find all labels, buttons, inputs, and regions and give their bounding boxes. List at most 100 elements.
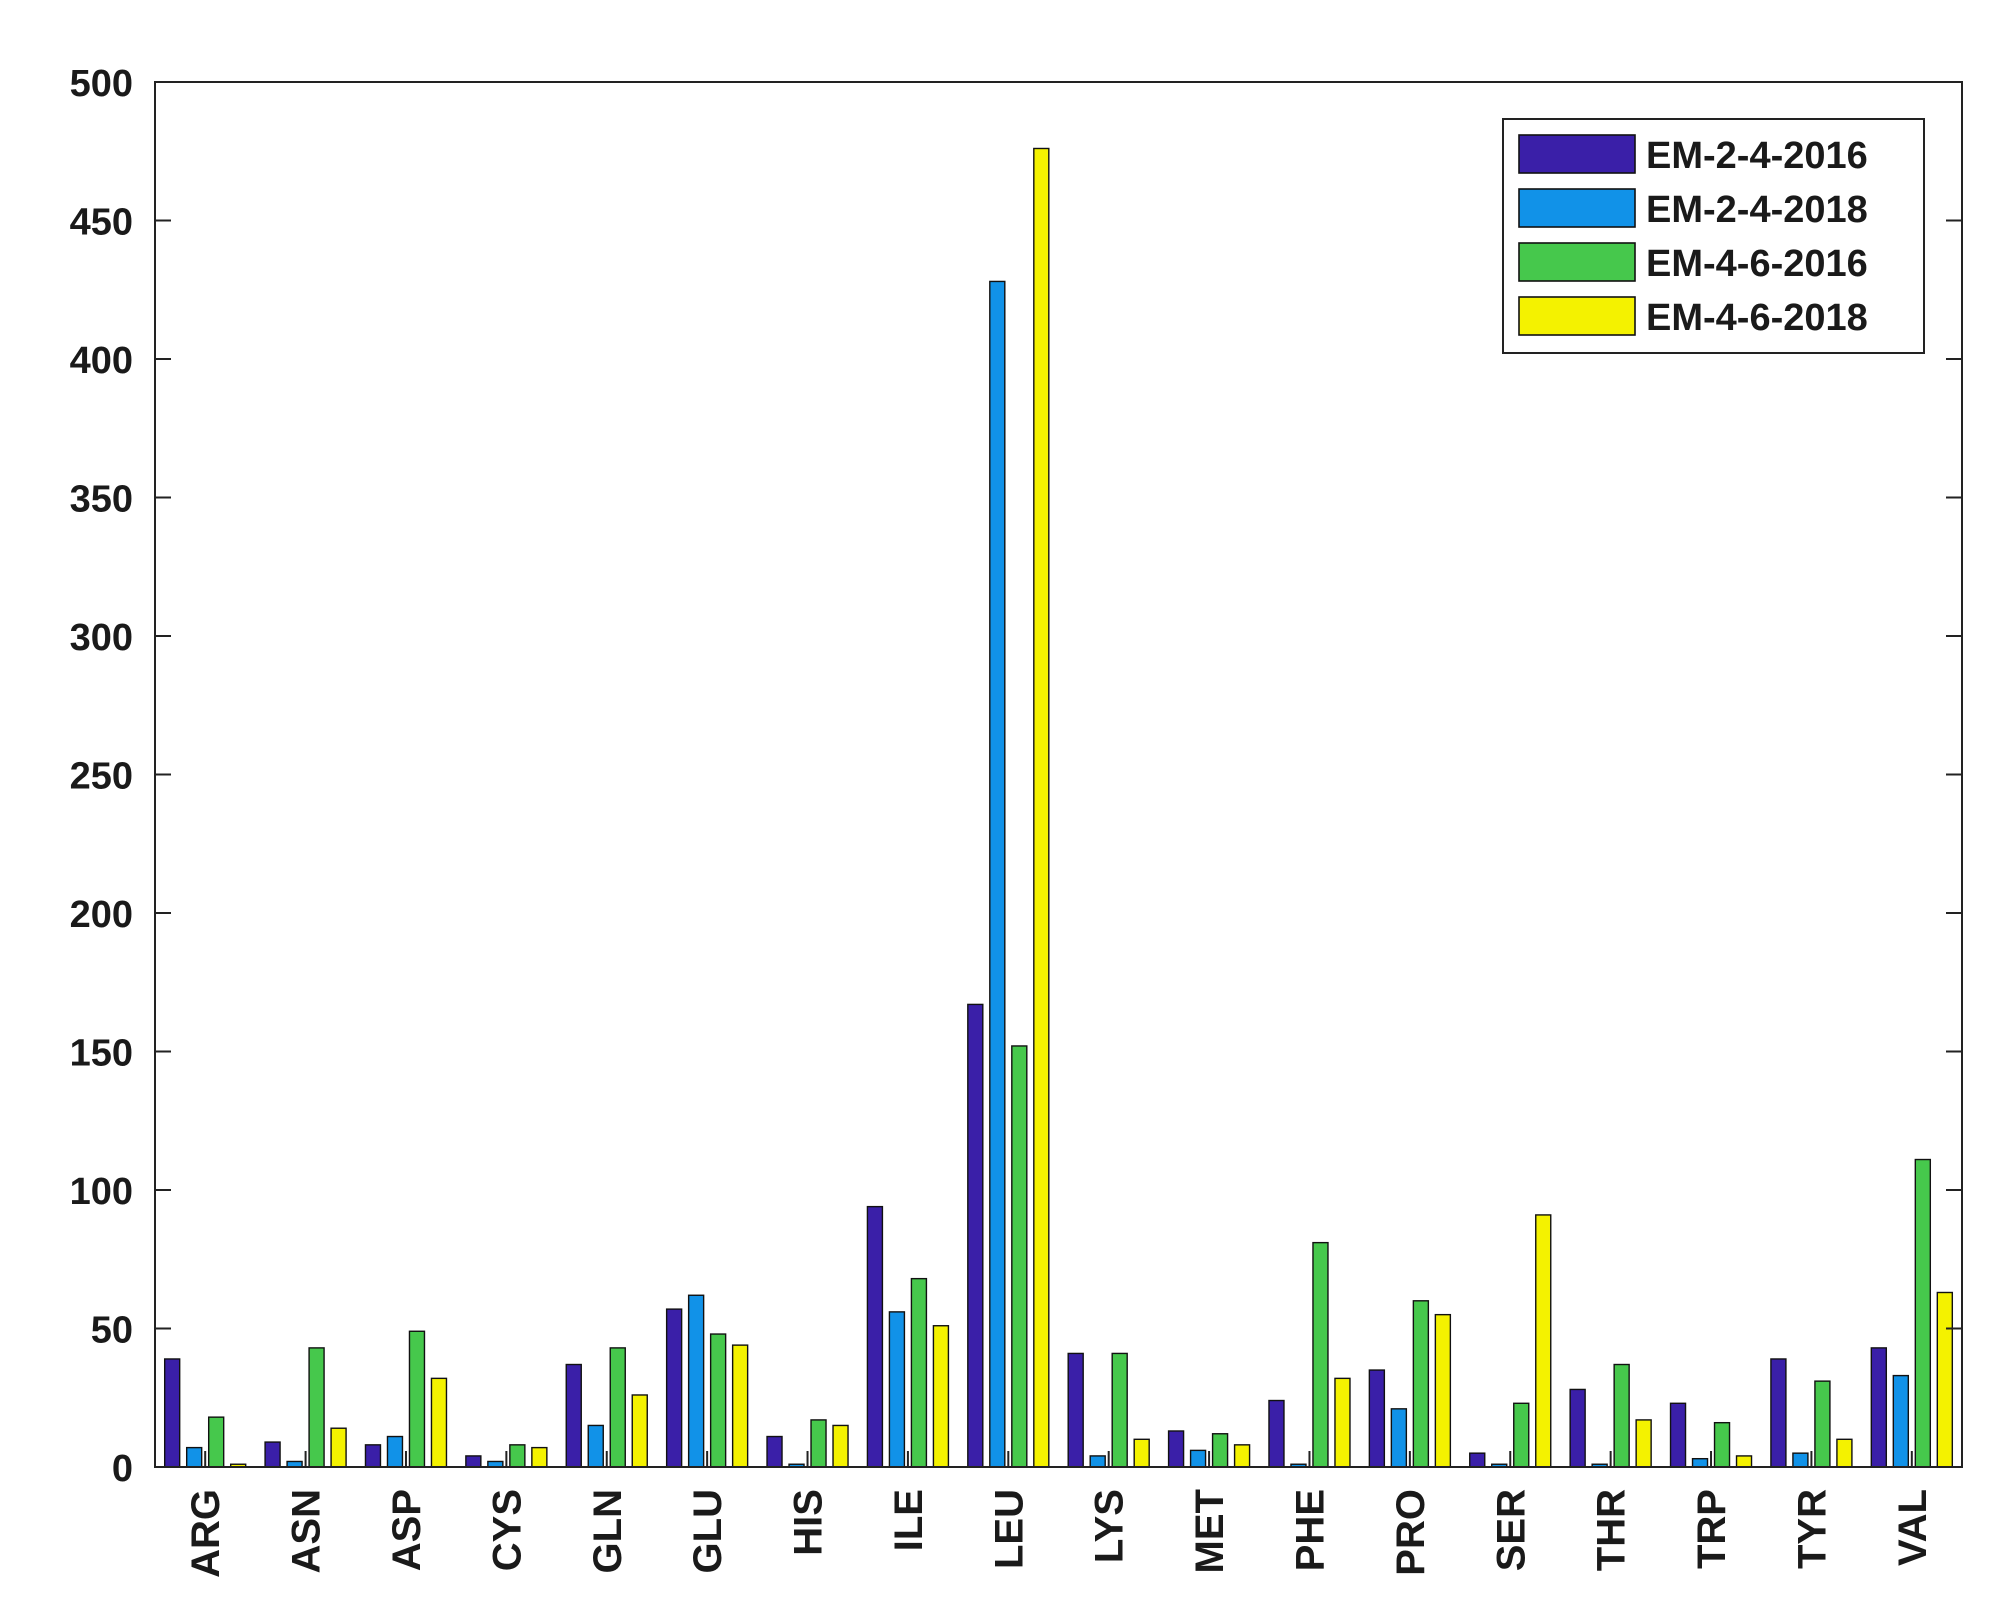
bar-EM-4-6-2016-MET: [1211, 1433, 1229, 1468]
bar-EM-4-6-2018-ASN: [330, 1427, 347, 1468]
legend-swatch-EM-2-4-2016: [1518, 134, 1636, 174]
bar-EM-4-6-2016-THR: [1613, 1363, 1630, 1468]
bar-EM-2-4-2018-TRP: [1691, 1457, 1709, 1468]
bar-EM-4-6-2016-ASN: [308, 1347, 325, 1468]
bar-EM-4-6-2018-TRP: [1735, 1455, 1753, 1468]
bar-EM-4-6-2018-HIS: [832, 1424, 849, 1468]
bar-EM-2-4-2016-CYS: [465, 1455, 482, 1468]
x-tick-label: LYS: [1088, 1489, 1132, 1563]
bar-EM-2-4-2018-LEU: [989, 280, 1006, 1468]
bar-EM-2-4-2018-ILE: [888, 1311, 906, 1468]
bar-EM-4-6-2018-MET: [1233, 1444, 1251, 1468]
bar-EM-4-6-2018-SER: [1535, 1214, 1552, 1468]
bar-EM-4-6-2018-TYR: [1836, 1438, 1853, 1468]
y-tick-label: 400: [70, 340, 133, 382]
bar-EM-2-4-2016-SER: [1469, 1452, 1486, 1468]
bar-EM-4-6-2016-ARG: [207, 1416, 225, 1468]
bar-EM-4-6-2018-GLU: [731, 1344, 749, 1468]
legend-label: EM-4-6-2016: [1646, 243, 1868, 285]
bar-EM-4-6-2018-ASP: [430, 1377, 448, 1468]
y-tick-label: 450: [70, 202, 133, 244]
bar-EM-2-4-2018-VAL: [1892, 1374, 1910, 1468]
bar-EM-4-6-2016-VAL: [1914, 1158, 1932, 1468]
bar-EM-4-6-2018-GLN: [631, 1394, 648, 1468]
x-tick-label: CYS: [485, 1489, 529, 1571]
x-tick-label: VAL: [1891, 1489, 1935, 1566]
y-tick-label: 150: [70, 1033, 133, 1075]
legend: EM-2-4-2016 EM-2-4-2018 EM-4-6-2016 EM-4-6-…: [1502, 118, 1925, 354]
bar-EM-4-6-2018-LYS: [1133, 1438, 1150, 1468]
x-tick-label: TRP: [1690, 1489, 1734, 1569]
x-tick-label: THR: [1590, 1489, 1634, 1571]
bar-EM-2-4-2018-TYR: [1792, 1452, 1809, 1468]
bar-EM-2-4-2016-ILE: [866, 1205, 884, 1468]
bar-EM-2-4-2016-GLU: [665, 1308, 683, 1468]
y-tick-label: 300: [70, 617, 133, 659]
x-tick-label: HIS: [787, 1489, 831, 1556]
legend-swatch-EM-4-6-2018: [1518, 296, 1636, 336]
x-tick-label: ASN: [285, 1489, 329, 1573]
y-tick-label: 500: [70, 63, 133, 105]
bar-EM-4-6-2016-TRP: [1713, 1421, 1731, 1468]
bar-EM-2-4-2018-MET: [1189, 1449, 1207, 1468]
x-tick-label: MET: [1188, 1489, 1232, 1573]
bar-EM-4-6-2016-TYR: [1814, 1380, 1831, 1468]
y-tick-label: 100: [70, 1171, 133, 1213]
bar-EM-4-6-2016-CYS: [509, 1444, 526, 1468]
bar-EM-2-4-2018-ARG: [185, 1446, 203, 1468]
x-tick-label: ILE: [887, 1489, 931, 1551]
legend-swatch-EM-4-6-2016: [1518, 242, 1636, 282]
bar-EM-2-4-2018-GLU: [687, 1294, 705, 1468]
x-tick-label: LEU: [987, 1489, 1031, 1569]
bar-EM-4-6-2018-PRO: [1434, 1313, 1452, 1468]
bar-EM-4-6-2016-GLN: [609, 1347, 626, 1468]
bar-EM-2-4-2016-TRP: [1669, 1402, 1687, 1468]
x-tick-label: TYR: [1790, 1489, 1834, 1569]
bar-EM-2-4-2018-PRO: [1390, 1408, 1408, 1468]
bar-EM-4-6-2018-THR: [1635, 1419, 1652, 1468]
legend-swatch-EM-2-4-2018: [1518, 188, 1636, 228]
bar-EM-2-4-2016-HIS: [766, 1435, 783, 1468]
x-tick-label: ASP: [385, 1489, 429, 1571]
y-tick-label: 200: [70, 894, 133, 936]
bar-EM-4-6-2018-CYS: [531, 1446, 548, 1468]
bar-EM-2-4-2016-PHE: [1268, 1399, 1285, 1468]
bar-EM-4-6-2018-LEU: [1033, 147, 1050, 1468]
bar-EM-4-6-2016-HIS: [810, 1419, 827, 1468]
bar-EM-2-4-2016-ASP: [364, 1444, 382, 1468]
bar-EM-2-4-2016-VAL: [1870, 1347, 1888, 1468]
bar-EM-4-6-2018-ILE: [932, 1325, 950, 1468]
bar-EM-4-6-2018-VAL: [1936, 1291, 1954, 1468]
bar-EM-4-6-2018-PHE: [1334, 1377, 1351, 1468]
bar-EM-2-4-2016-LYS: [1067, 1352, 1084, 1468]
y-tick-label: 350: [70, 479, 133, 521]
bar-EM-4-6-2016-ASP: [408, 1330, 426, 1468]
bar-EM-2-4-2016-ARG: [163, 1358, 181, 1468]
bar-EM-2-4-2016-THR: [1569, 1388, 1586, 1468]
axes: 0 50 100 150 200 250 300 350 400 450 500 ARG ASN ASP C…: [70, 63, 1963, 1578]
bar-EM-4-6-2016-SER: [1513, 1402, 1530, 1468]
bar-EM-4-6-2016-PHE: [1312, 1241, 1329, 1468]
bar-EM-2-4-2016-ASN: [264, 1441, 281, 1468]
bar-EM-2-4-2018-GLN: [587, 1424, 604, 1468]
bar-EM-4-6-2016-PRO: [1412, 1300, 1430, 1468]
bar-EM-2-4-2016-PRO: [1368, 1369, 1386, 1468]
legend-label: EM-2-4-2016: [1646, 135, 1868, 177]
legend-label: EM-4-6-2018: [1646, 297, 1868, 339]
bar-EM-2-4-2016-GLN: [565, 1363, 582, 1468]
legend-label: EM-2-4-2018: [1646, 189, 1868, 231]
bar-EM-4-6-2016-ILE: [910, 1277, 928, 1468]
bar-EM-2-4-2016-MET: [1167, 1430, 1185, 1468]
bar-EM-4-6-2016-LYS: [1111, 1352, 1128, 1468]
y-tick-label: 50: [91, 1310, 133, 1352]
x-tick-label: GLN: [586, 1489, 630, 1573]
x-tick-label: PRO: [1389, 1489, 1433, 1576]
bar-EM-2-4-2018-LYS: [1089, 1455, 1106, 1468]
bar-EM-4-6-2016-GLU: [709, 1333, 727, 1468]
bar-EM-2-4-2018-ASP: [386, 1435, 404, 1468]
bar-EM-4-6-2016-LEU: [1011, 1045, 1028, 1468]
y-tick-label: 0: [112, 1448, 133, 1490]
y-tick-label: 250: [70, 756, 133, 798]
